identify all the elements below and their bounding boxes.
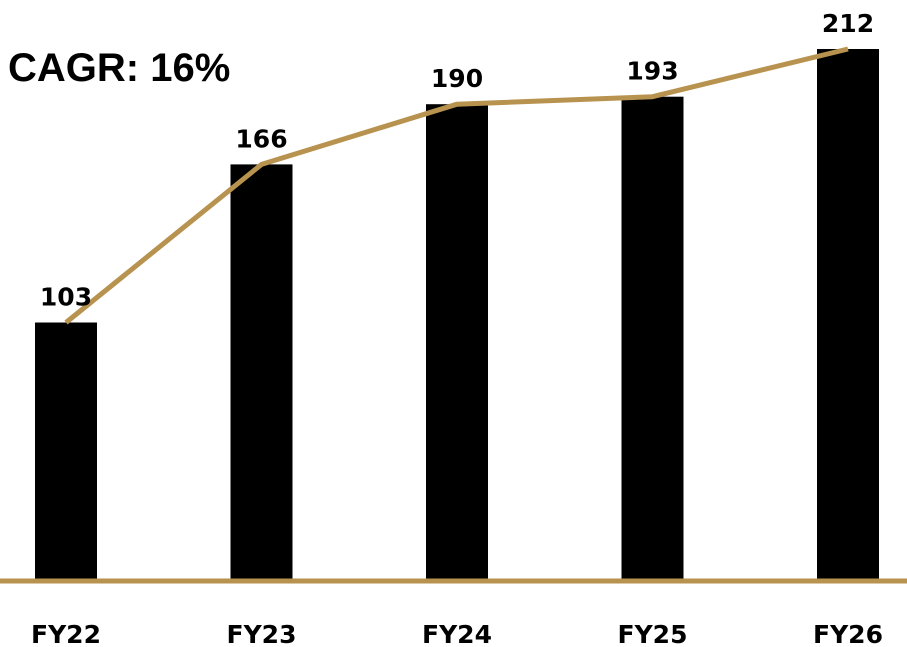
x-tick-label-fy26: FY26 [813,620,883,647]
x-tick-label-fy25: FY25 [618,620,688,647]
x-tick-label-fy23: FY23 [227,620,297,647]
data-label-fy26: 212 [822,9,874,38]
bar-fy26 [817,49,879,581]
bar-fy22 [35,322,97,581]
bar-fy23 [230,164,293,581]
bar-fy25 [621,96,684,581]
data-labels-group: 103 166 190 193 212 [40,9,874,312]
cagr-annotation: CAGR: 16% [8,46,230,90]
trend-line [64,46,849,325]
data-label-fy24: 190 [431,64,483,93]
x-tick-label-fy24: FY24 [422,620,492,647]
bar-fy24 [426,104,488,581]
data-label-fy25: 193 [626,57,678,86]
x-tick-label-fy22: FY22 [31,620,101,647]
data-label-fy22: 103 [40,283,92,312]
x-tick-labels-group: FY22 FY23 FY24 FY25 FY26 [31,620,883,647]
bars-group [35,49,879,581]
data-label-fy23: 166 [235,124,287,153]
